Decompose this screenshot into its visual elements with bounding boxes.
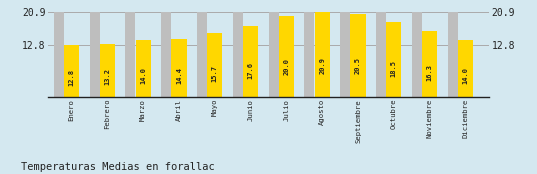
Bar: [458, 40, 473, 97]
Bar: [54, 12, 64, 97]
Bar: [304, 12, 314, 97]
Bar: [268, 12, 279, 97]
Text: 16.3: 16.3: [426, 64, 433, 81]
Bar: [422, 31, 437, 97]
Text: Temperaturas Medias en forallac: Temperaturas Medias en forallac: [21, 162, 215, 172]
Bar: [315, 12, 330, 97]
Text: 14.0: 14.0: [462, 67, 468, 84]
Text: 14.4: 14.4: [176, 67, 182, 84]
Text: 20.5: 20.5: [355, 57, 361, 74]
Bar: [125, 12, 135, 97]
Text: 13.2: 13.2: [104, 68, 111, 85]
Bar: [340, 12, 350, 97]
Bar: [447, 12, 458, 97]
Bar: [351, 14, 366, 97]
Bar: [279, 16, 294, 97]
Bar: [161, 12, 171, 97]
Bar: [376, 12, 386, 97]
Bar: [386, 22, 401, 97]
Text: 20.0: 20.0: [284, 58, 289, 75]
Bar: [233, 12, 243, 97]
Text: 20.9: 20.9: [319, 57, 325, 73]
Bar: [90, 12, 99, 97]
Bar: [207, 33, 222, 97]
Text: 15.7: 15.7: [212, 65, 218, 82]
Bar: [100, 44, 115, 97]
Bar: [171, 39, 186, 97]
Text: 12.8: 12.8: [69, 69, 75, 86]
Bar: [197, 12, 207, 97]
Text: 14.0: 14.0: [140, 67, 146, 84]
Bar: [243, 26, 258, 97]
Bar: [412, 12, 422, 97]
Text: 17.6: 17.6: [248, 62, 253, 79]
Bar: [136, 40, 151, 97]
Text: 18.5: 18.5: [391, 60, 397, 77]
Bar: [64, 45, 79, 97]
